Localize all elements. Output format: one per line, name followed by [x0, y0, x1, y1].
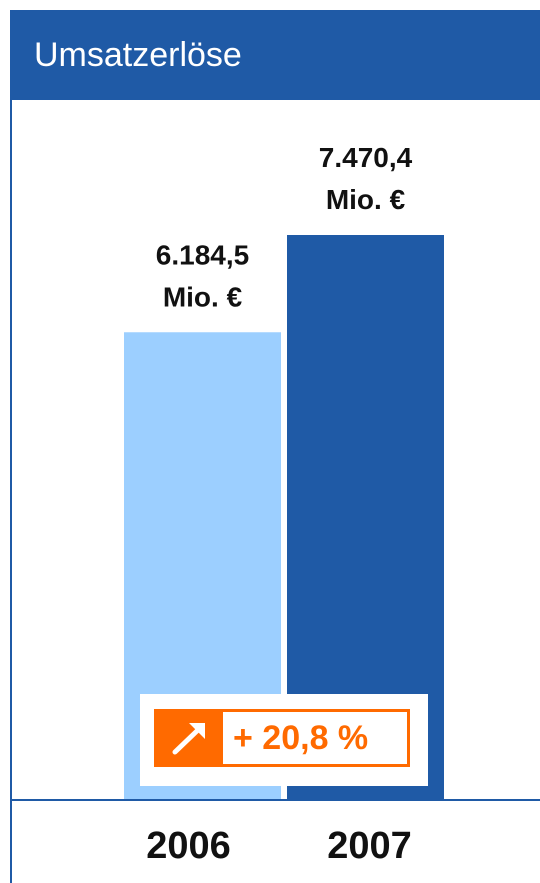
category-label-2006: 2006	[146, 825, 231, 867]
value-label-2007-amount: 7.470,4	[319, 142, 413, 173]
chart-header: Umsatzerlöse	[10, 10, 540, 100]
growth-arrow-box	[157, 712, 223, 764]
growth-badge: + 20,8 %	[140, 694, 428, 786]
value-label-2006-unit: Mio. €	[163, 281, 243, 312]
growth-percentage: + 20,8 %	[233, 719, 369, 757]
arrow-up-right-icon	[172, 723, 205, 755]
chart-title: Umsatzerlöse	[34, 36, 242, 74]
value-label-2007-unit: Mio. €	[326, 184, 406, 215]
value-label-2006-amount: 6.184,5	[156, 239, 249, 270]
growth-badge-border: + 20,8 %	[154, 709, 410, 767]
category-label-2007: 2007	[327, 825, 412, 867]
